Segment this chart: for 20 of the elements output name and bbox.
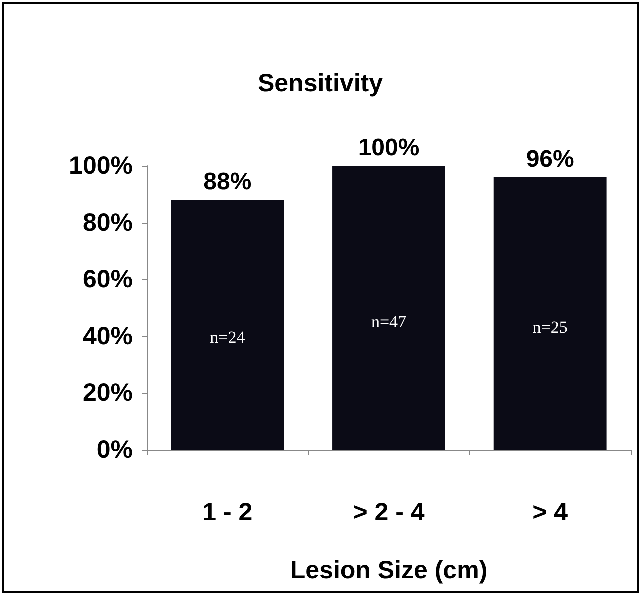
data-label: 88% (204, 168, 252, 196)
chart-title: Sensitivity (258, 70, 384, 98)
data-label: 96% (526, 146, 574, 173)
bar (332, 166, 446, 450)
y-tick-label: 100% (69, 152, 133, 180)
annotation: n=25 (532, 318, 568, 337)
bar (494, 177, 607, 450)
x-tick-label: 1 - 2 (202, 498, 253, 526)
y-tick-label: 20% (82, 379, 133, 408)
x-axis-title: Lesion Size (cm) (290, 556, 488, 584)
annotation: n=24 (210, 328, 246, 348)
x-tick-label: > 2 - 4 (353, 498, 425, 526)
y-tick-label: 0% (96, 436, 133, 464)
y-tick-label: 40% (82, 322, 133, 350)
annotation: n=47 (371, 312, 408, 332)
y-tick-label: 80% (82, 208, 133, 237)
y-tick-label: 60% (82, 266, 133, 294)
data-label: 100% (358, 134, 420, 162)
x-tick-label: > 4 (532, 498, 568, 526)
bar (171, 200, 284, 450)
